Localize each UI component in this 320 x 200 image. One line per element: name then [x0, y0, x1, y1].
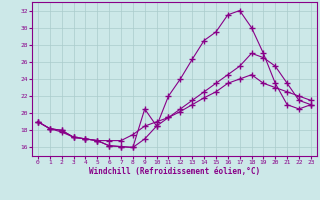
X-axis label: Windchill (Refroidissement éolien,°C): Windchill (Refroidissement éolien,°C): [89, 167, 260, 176]
